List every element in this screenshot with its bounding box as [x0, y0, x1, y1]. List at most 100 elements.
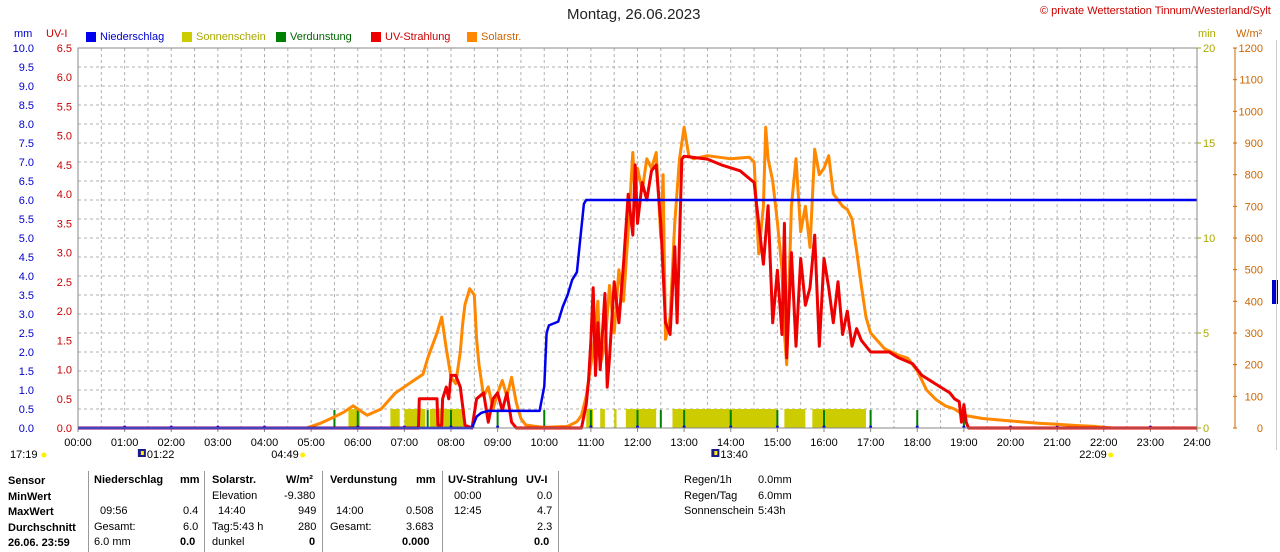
sunshine-bar [390, 409, 400, 428]
event-markers: 17:19 01:22 04:49 13:40 22:09 [10, 449, 1114, 461]
sunshine-bar [348, 409, 361, 428]
y-tick-mm: 7.5 [19, 138, 34, 150]
niederschlag-avg-label: Gesamt: [94, 521, 136, 533]
y-tick-uv: 4.5 [57, 160, 72, 172]
y-tick-mm: 2.0 [19, 347, 34, 359]
x-tick-labels: 00:00 01:00 02:00 03:00 04:00 05:00 06:00 07:00… [64, 428, 1211, 449]
uv-max-value: 4.7 [537, 505, 553, 517]
y-tick-mm: 1.5 [19, 366, 34, 378]
verdunstung-avg-value: 3.683 [406, 521, 434, 533]
y-tick-wm2: 1000 [1239, 106, 1263, 118]
x-tick-label: 18:00 [903, 437, 931, 449]
solar-min-value: -9.380 [284, 490, 316, 502]
y-tick-mm: 8.5 [19, 100, 34, 112]
chart-title: Montag, 26.06.2023 [567, 6, 701, 23]
y-tick-mm: 2.5 [19, 328, 34, 340]
y-tick-mm: 9.0 [19, 81, 34, 93]
niederschlag-unit: mm [180, 474, 200, 486]
uv-line [78, 154, 1197, 430]
y-tick-uv: 6.5 [57, 43, 72, 55]
y-tick-wm2: 300 [1245, 328, 1263, 340]
extra-value-rain-day: 6.0mm [758, 490, 792, 502]
sun-icon [1108, 452, 1114, 458]
x-tick-label: 23:00 [1137, 437, 1165, 449]
niederschlag-max-value: 0.4 [183, 505, 199, 517]
right-edge-line [1276, 40, 1277, 450]
x-tick-label: 06:00 [344, 437, 372, 449]
table-divider-3 [322, 471, 323, 552]
x-tick-label: 16:00 [810, 437, 838, 449]
y-tick-mm: 5.5 [19, 214, 34, 226]
evaporation-tick [589, 410, 592, 428]
verdunstung-last-value: 0.000 [402, 536, 430, 548]
row-label-max: MaxWert [8, 506, 54, 518]
event-label: 13:40 [720, 449, 748, 461]
solar-unit: W/m² [286, 474, 313, 486]
legend-swatch-verdunstung [276, 32, 286, 42]
y-tick-mm: 4.5 [19, 252, 34, 264]
y-tick-wm2: 1100 [1239, 75, 1263, 87]
y-tick-mm: 3.0 [19, 309, 34, 321]
y-tick-wm2: 800 [1245, 170, 1263, 182]
table-divider-2 [204, 471, 205, 552]
evaporation-tick [869, 410, 872, 428]
uv-avg-value: 2.3 [537, 521, 553, 533]
table-divider-5 [558, 471, 559, 552]
y-tick-uv: 0.5 [57, 394, 72, 406]
extra-label-rain-1h: Regen/1h [684, 474, 732, 486]
sunshine-bar [404, 409, 426, 428]
x-tick-label: 09:00 [484, 437, 512, 449]
x-tick-label: 12:00 [624, 437, 652, 449]
x-tick-label: 13:00 [670, 437, 698, 449]
y-tick-mm: 10.0 [13, 43, 34, 55]
y-tick-wm2: 500 [1245, 265, 1263, 277]
sunshine-bar [625, 409, 657, 428]
evaporation-tick [659, 410, 662, 428]
series-lines [78, 125, 1197, 430]
axis-unit-uv: UV-I [46, 28, 68, 40]
solar-min-label: Elevation [212, 490, 258, 502]
solar-max-time: 14:40 [218, 505, 246, 517]
y-tick-uv: 5.5 [57, 101, 72, 113]
verdunstung-avg-label: Gesamt: [330, 521, 372, 533]
table-divider-1 [88, 471, 89, 552]
x-tick-label: 17:00 [857, 437, 885, 449]
verdunstung-unit: mm [416, 474, 436, 486]
y-tick-wm2: 0 [1257, 423, 1263, 435]
niederschlag-header: Niederschlag [94, 474, 164, 486]
plot-frame [77, 47, 1198, 429]
legend-swatch-niederschlag [86, 32, 96, 42]
y-tick-wm2: 600 [1245, 233, 1263, 245]
y-tick-mm: 3.5 [19, 290, 34, 302]
evaporation-tick [683, 410, 686, 428]
axis-unit-mm: mm [14, 28, 33, 40]
y-tick-mm: 1.0 [19, 385, 34, 397]
y-tick-uv: 3.0 [57, 248, 72, 260]
x-tick-label: 05:00 [297, 437, 325, 449]
copyright-text: © private Wetterstation Tinnum/Westerlan… [1040, 5, 1271, 17]
event-label: 04:49 [271, 449, 299, 461]
niederschlag-last-label: 6.0 mm [94, 536, 131, 548]
evaporation-tick [496, 410, 499, 428]
legend-swatch-solar [467, 32, 477, 42]
y-tick-min: 15 [1203, 138, 1215, 150]
y-tick-min: 0 [1203, 423, 1209, 435]
y-tick-wm2: 900 [1245, 138, 1263, 150]
sunshine-bar [430, 409, 465, 428]
evaporation-tick [962, 410, 965, 428]
uv-min-time: 00:00 [454, 490, 482, 502]
x-tick-label: 21:00 [1043, 437, 1071, 449]
x-tick-label: 10:00 [530, 437, 558, 449]
legend-label-sonnenschein: Sonnenschein [196, 31, 266, 43]
y-tick-uv: 2.5 [57, 277, 72, 289]
evaporation-tick [823, 410, 825, 428]
sunshine-bar [812, 409, 866, 428]
y-tick-mm: 0.0 [19, 423, 34, 435]
legend-label-solar: Solarstr. [481, 31, 522, 43]
x-tick-label: 24:00 [1183, 437, 1211, 449]
evaporation-tick [426, 410, 429, 428]
event-label: 22:09 [1079, 449, 1107, 461]
chart-svg: 10.0 9.5 9.0 8.5 8.0 7.5 7.0 6.5 6.0 5.5 5.0 4.5 4.0… [10, 43, 1263, 461]
y-tick-wm2: 400 [1245, 296, 1263, 308]
moon-icon-inner [714, 451, 718, 455]
